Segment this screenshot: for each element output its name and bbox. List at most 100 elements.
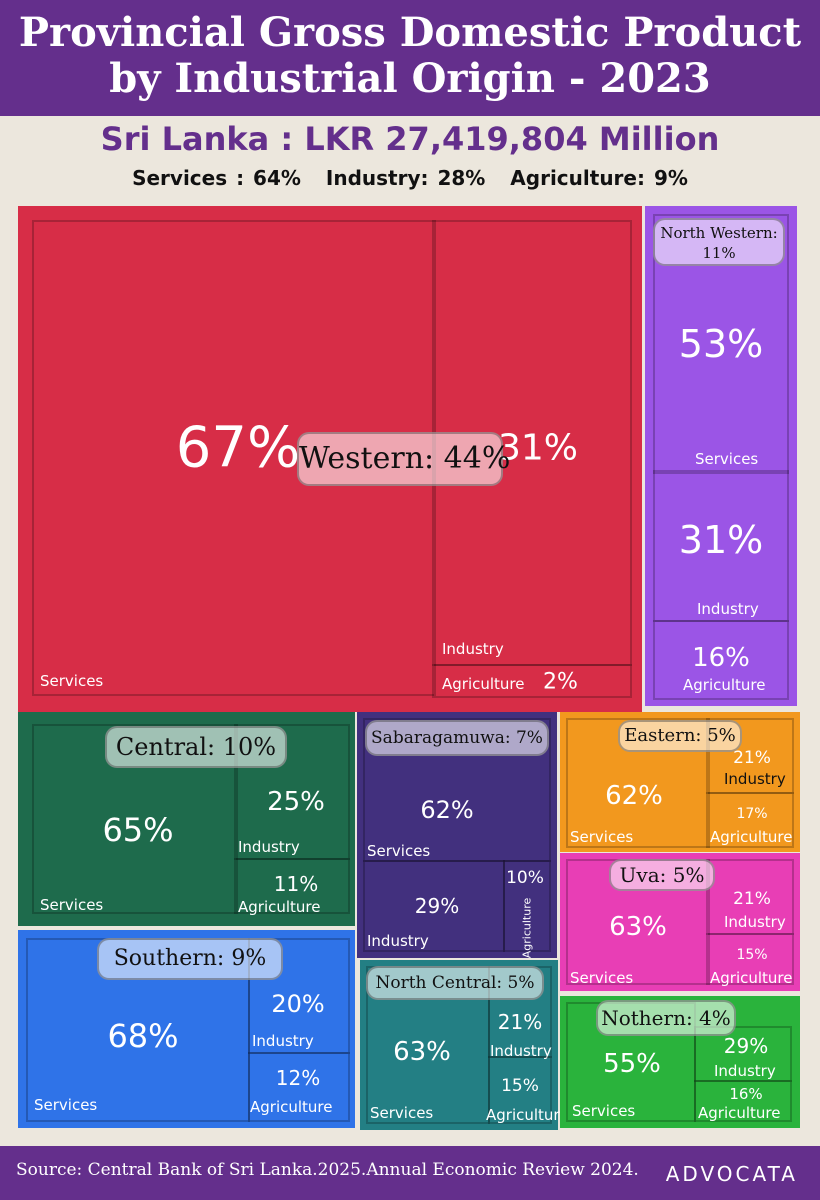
- national-industry: Industry: 28%: [325, 166, 486, 190]
- north-central-industry-value: 21%: [497, 1010, 543, 1034]
- sabaragamuwa-industry-value: 29%: [414, 894, 460, 918]
- western-province-label: Western: 44%: [297, 432, 510, 486]
- eastern-province-label: Eastern: 5%: [618, 720, 742, 752]
- north-central-agriculture-cell: [488, 1056, 552, 1124]
- sabaragamuwa-agriculture-value: 10%: [506, 868, 544, 888]
- header-banner: Provincial Gross Domestic Product by Ind…: [0, 0, 820, 116]
- nothern-industry-label: Industry: [714, 1062, 776, 1080]
- central-industry-label: Industry: [238, 838, 300, 856]
- uva-province-label: Uva: 5%: [609, 859, 715, 891]
- north-western-services-cell: [653, 214, 789, 474]
- eastern-agriculture-cell: [706, 792, 794, 848]
- north-western-services-label: Services: [695, 450, 759, 468]
- nothern-agriculture-cell: [694, 1080, 792, 1122]
- sabaragamuwa-services-cell: [363, 718, 551, 862]
- title-line-1: Provincial Gross Domestic Product: [18, 9, 802, 56]
- sabaragamuwa-agriculture-cell: [503, 860, 551, 952]
- north-western-industry-cell: [653, 470, 789, 622]
- north-western-industry-label: Industry: [697, 600, 759, 618]
- eastern-services-value: 62%: [605, 781, 663, 811]
- western-industry-value: 31%: [497, 427, 579, 469]
- western-services-value: 67%: [175, 415, 301, 481]
- province-uva: 63% Services 21% Industry 15% Agriculture Uva:…: [560, 853, 800, 991]
- chart-title: Provincial Gross Domestic Product by Ind…: [0, 0, 820, 102]
- north-western-agriculture-value: 16%: [692, 643, 750, 673]
- eastern-services-label: Services: [570, 828, 634, 846]
- central-industry-cell: [234, 724, 350, 860]
- western-industry-label: Industry: [442, 640, 504, 658]
- southern-agriculture-cell: [248, 1052, 350, 1122]
- uva-agriculture-label: Agriculture: [710, 969, 793, 987]
- north-western-services-value: 53%: [678, 322, 764, 366]
- uva-agriculture-value: 15%: [736, 947, 768, 963]
- uva-industry-value: 21%: [733, 889, 771, 909]
- eastern-industry-label: Industry: [724, 770, 786, 788]
- national-sector-mix: Services : 64% Industry: 28% Agriculture…: [0, 166, 820, 190]
- southern-agriculture-label: Agriculture: [250, 1098, 333, 1116]
- western-agriculture-cell: [432, 664, 632, 698]
- southern-province-label: Southern: 9%: [97, 938, 283, 980]
- southern-industry-label: Industry: [252, 1032, 314, 1050]
- central-services-value: 65%: [102, 811, 174, 849]
- footer-banner: Source: Central Bank of Sri Lanka.2025.A…: [0, 1146, 820, 1200]
- nothern-province-label: Nothern: 4%: [596, 1000, 736, 1036]
- national-services: Services : 64%: [132, 166, 301, 190]
- north-western-industry-value: 31%: [678, 518, 764, 562]
- southern-services-label: Services: [34, 1096, 98, 1114]
- southern-services-value: 68%: [107, 1017, 179, 1055]
- southern-agriculture-value: 12%: [275, 1066, 321, 1090]
- western-services-label: Services: [40, 672, 104, 690]
- eastern-agriculture-label: Agriculture: [710, 828, 793, 846]
- nothern-services-label: Services: [572, 1102, 636, 1120]
- province-central: 65% Services 25% Industry 11% Agriculture Cent…: [18, 712, 355, 926]
- nothern-services-value: 55%: [603, 1049, 661, 1079]
- uva-industry-cell: [706, 859, 794, 935]
- eastern-agriculture-value: 17%: [736, 806, 768, 822]
- advocata-logo: ADVOCATA: [665, 1162, 798, 1186]
- western-agriculture-value: 2%: [543, 669, 578, 695]
- central-services-cell: [32, 724, 238, 914]
- uva-services-label: Services: [570, 969, 634, 987]
- sabaragamuwa-industry-label: Industry: [367, 932, 429, 950]
- western-agriculture-label: Agriculture: [442, 675, 525, 693]
- central-services-label: Services: [40, 896, 104, 914]
- north-central-services-value: 63%: [393, 1037, 451, 1067]
- sabaragamuwa-industry-cell: [363, 860, 505, 952]
- eastern-services-cell: [566, 718, 710, 848]
- source-note: Source: Central Bank of Sri Lanka.2025.A…: [16, 1160, 639, 1180]
- province-western: 67% Services 31% Industry 2% Agriculture Weste…: [18, 206, 642, 712]
- nothern-agriculture-value: 16%: [729, 1085, 763, 1103]
- central-province-label: Central: 10%: [105, 726, 287, 768]
- eastern-industry-cell: [706, 718, 794, 794]
- nothern-agriculture-label: Agriculture: [698, 1104, 781, 1122]
- province-north-western: 53% Services 31% Industry 16% Agriculture Nort…: [645, 206, 797, 706]
- eastern-industry-value: 21%: [733, 748, 771, 768]
- title-line-2: by Industrial Origin - 2023: [109, 55, 711, 102]
- sabaragamuwa-services-label: Services: [367, 842, 431, 860]
- central-industry-value: 25%: [267, 787, 325, 817]
- sabaragamuwa-province-label: Sabaragamuwa: 7%: [365, 720, 549, 756]
- north-central-agriculture-label: Agriculture: [486, 1106, 569, 1124]
- nothern-industry-value: 29%: [723, 1034, 769, 1058]
- national-total: Sri Lanka : LKR 27,419,804 Million: [100, 120, 720, 158]
- province-nothern: 55% Services 29% Industry 16% Agriculture Noth…: [560, 996, 800, 1128]
- province-eastern: 62% Services 21% Industry 17% Agriculture East…: [560, 712, 800, 852]
- north-central-industry-label: Industry: [490, 1042, 552, 1060]
- southern-industry-cell: [248, 938, 350, 1054]
- province-north-central: 63% Services 21% Industry 15% Agriculture Nort…: [360, 960, 569, 1130]
- north-central-services-label: Services: [370, 1104, 434, 1122]
- sabaragamuwa-services-value: 62%: [420, 796, 474, 824]
- north-central-agriculture-value: 15%: [501, 1076, 539, 1096]
- north-western-province-label: North Western: 11%: [653, 218, 785, 266]
- north-central-province-label: North Central: 5%: [366, 966, 544, 1000]
- north-western-agriculture-label: Agriculture: [683, 676, 766, 694]
- north-western-agriculture-cell: [653, 620, 789, 700]
- uva-agriculture-cell: [706, 933, 794, 985]
- uva-services-value: 63%: [609, 912, 667, 942]
- central-agriculture-label: Agriculture: [238, 898, 321, 916]
- nothern-industry-cell: [694, 1026, 792, 1082]
- uva-industry-label: Industry: [724, 913, 786, 931]
- central-agriculture-value: 11%: [273, 872, 319, 896]
- province-southern: 68% Services 20% Industry 12% Agriculture Sout…: [18, 930, 355, 1128]
- southern-industry-value: 20%: [271, 990, 325, 1018]
